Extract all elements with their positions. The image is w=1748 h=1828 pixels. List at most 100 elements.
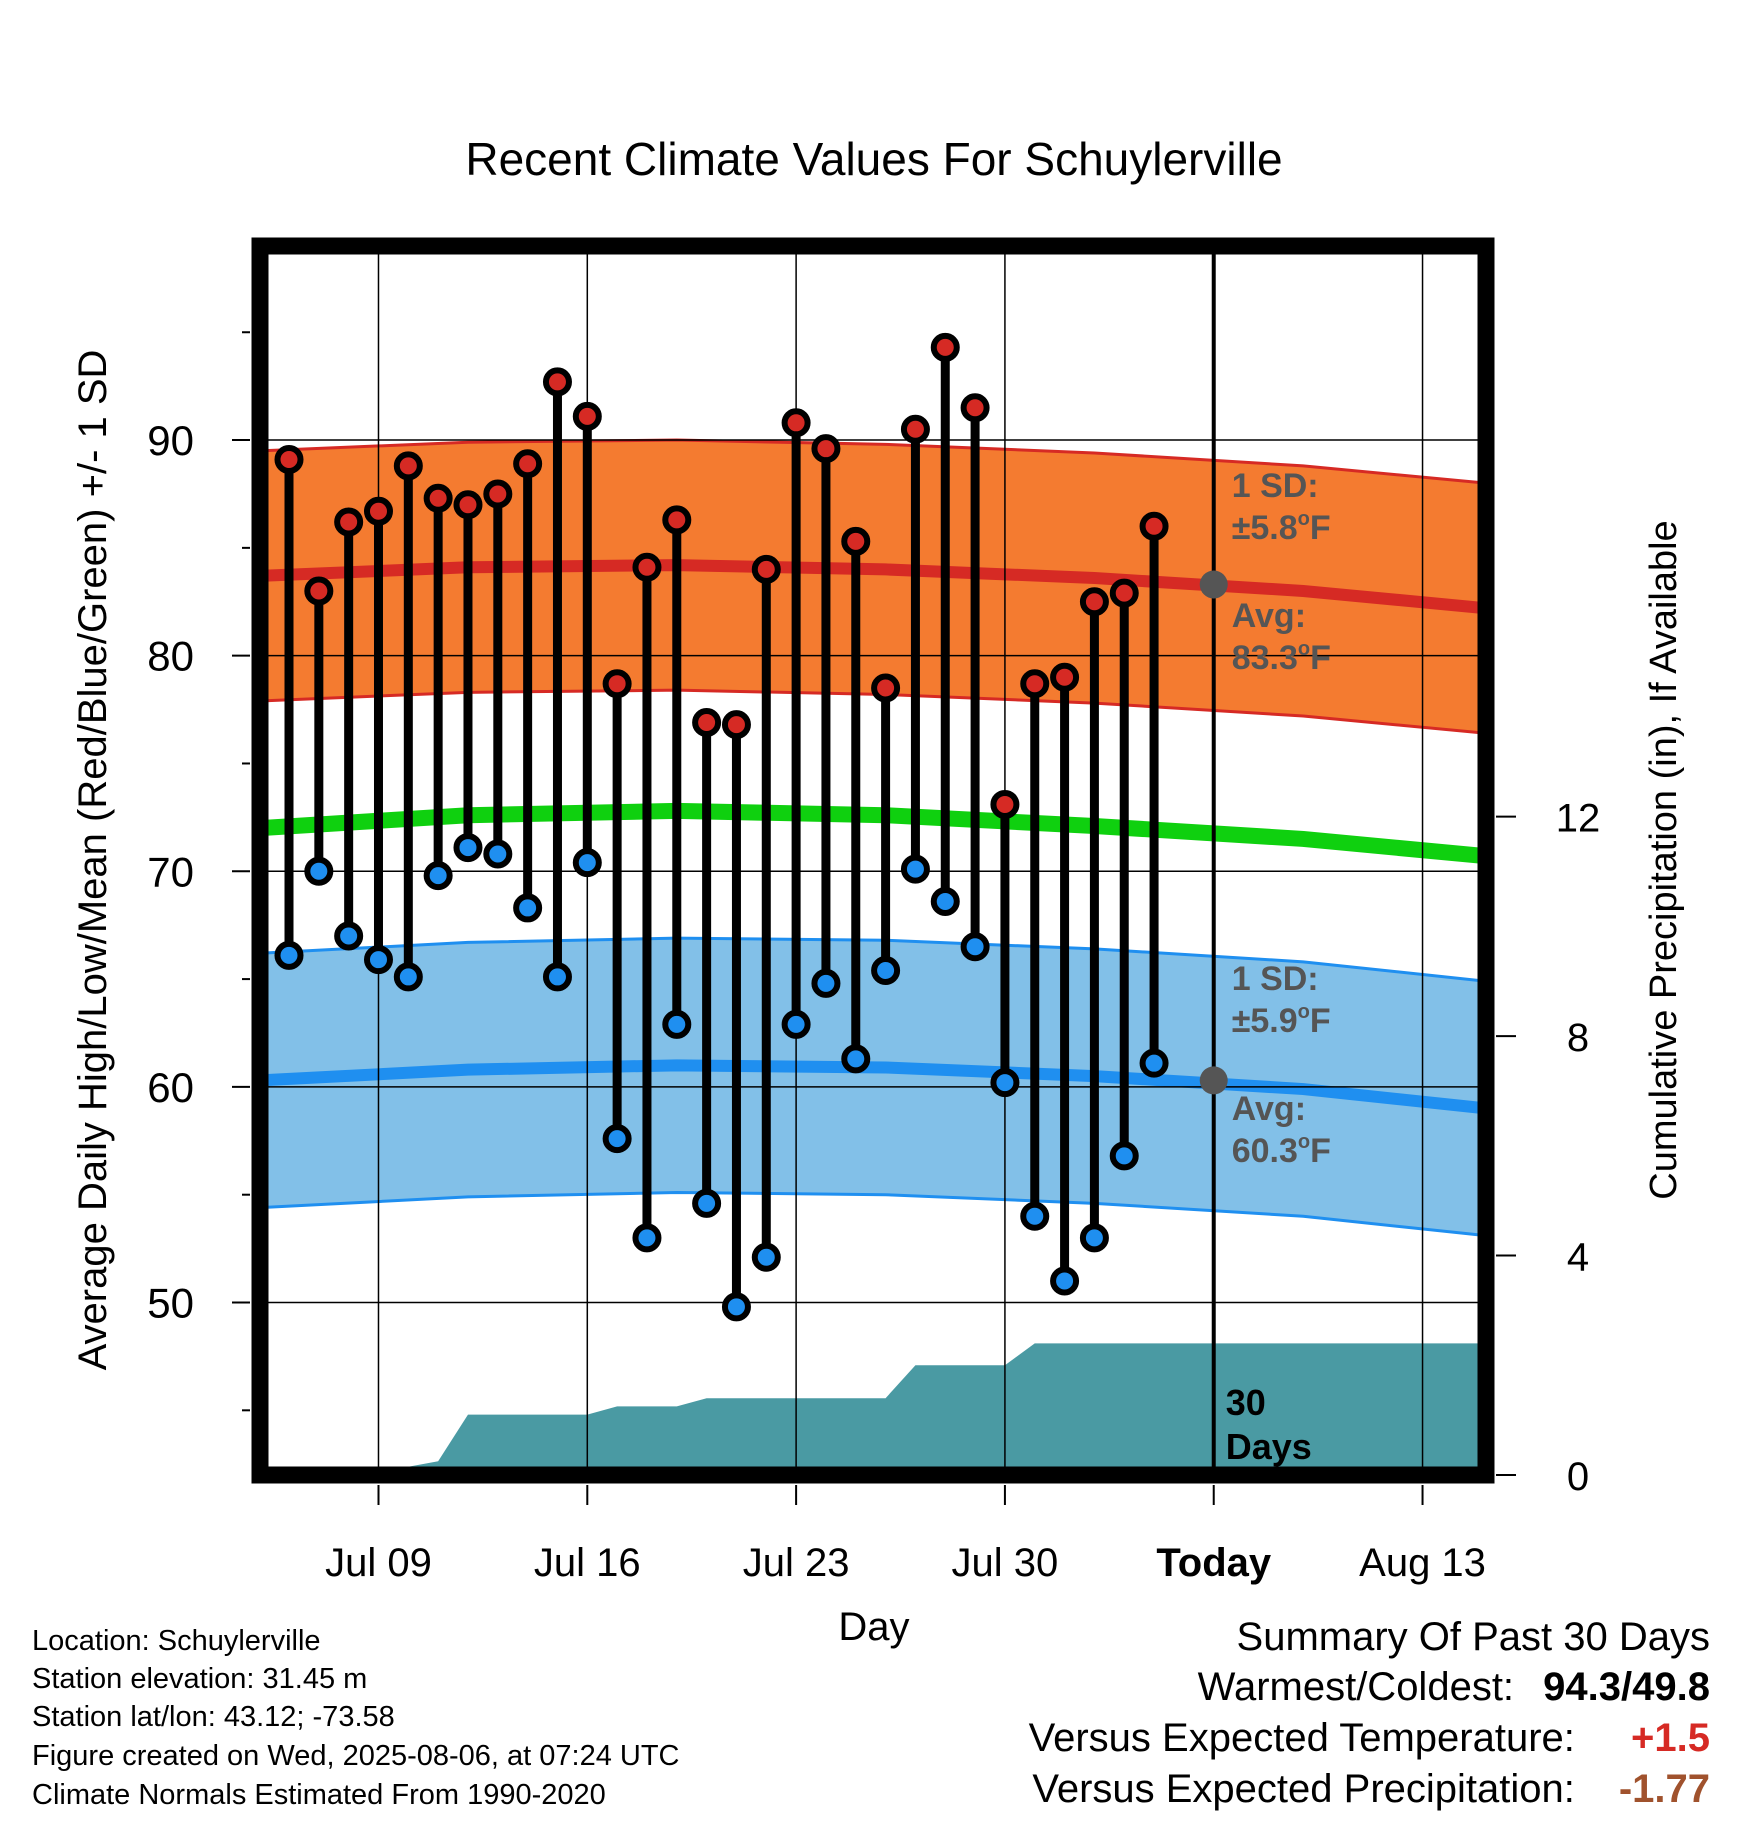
summary-title: Summary Of Past 30 Days (1236, 1615, 1710, 1659)
daily-high-point (393, 451, 423, 481)
today-low-avg-marker (1199, 1066, 1228, 1095)
daily-high-point (602, 669, 632, 699)
y2-tick-label: 0 (1567, 1455, 1589, 1499)
daily-high-point (1020, 669, 1050, 699)
y-tick-label: 50 (147, 1280, 194, 1327)
x-tick-label: Today (1156, 1541, 1272, 1585)
daily-high-point (960, 393, 990, 423)
high-avg-annotation-unit: F (1310, 639, 1331, 677)
high-avg-annotation: 83.3oF (1232, 638, 1331, 677)
daily-low-point (602, 1124, 632, 1154)
daily-high-point (781, 408, 811, 438)
high-sd-annotation: ±5.8oF (1232, 508, 1331, 547)
plot-frame (251, 237, 1495, 1484)
daily-low-point (334, 921, 364, 951)
low-avg-annotation-degree: o (1298, 1131, 1310, 1153)
info-location: Location: Schuylerville (32, 1625, 321, 1657)
high-sd-band (260, 440, 1486, 734)
summary-precip-label: Versus Expected Precipitation: (1032, 1767, 1575, 1811)
daily-high-point (1109, 578, 1139, 608)
x-axis-label: Day (838, 1605, 909, 1649)
daily-low-point (304, 856, 334, 886)
daily-high-point (990, 789, 1020, 819)
daily-low-point (1050, 1266, 1080, 1296)
precip-area (260, 1343, 1486, 1475)
daily-high-point (304, 576, 334, 606)
x-tick-label: Jul 30 (952, 1541, 1059, 1585)
daily-high-point (423, 483, 453, 513)
daily-high-point (662, 505, 692, 535)
high-sd-annotation: 1 SD: (1232, 467, 1319, 505)
daily-high-point (632, 552, 662, 582)
high-avg-annotation: Avg: (1232, 597, 1306, 635)
y-axis-label: Average Daily High/Low/Mean (Red/Blue/Gr… (71, 350, 115, 1371)
daily-low-point (274, 940, 304, 970)
high-sd-annotation-degree: o (1298, 508, 1310, 530)
daily-low-point (363, 945, 393, 975)
daily-low-point (632, 1223, 662, 1253)
info-normals: Climate Normals Estimated From 1990-2020 (32, 1779, 606, 1811)
daily-low-point (1139, 1048, 1169, 1078)
daily-low-point (930, 886, 960, 916)
daily-low-point (542, 962, 572, 992)
high-sd-annotation-unit: F (1310, 509, 1331, 547)
daily-low-point (423, 861, 453, 891)
high-avg-annotation-degree: o (1298, 638, 1310, 660)
daily-low-point (721, 1292, 751, 1322)
chart-title: Recent Climate Values For Schuylerville (465, 133, 1282, 185)
daily-high-point (513, 449, 543, 479)
daily-high-point (1050, 662, 1080, 692)
low-avg-annotation-unit: F (1310, 1132, 1331, 1170)
y2-tick-label: 4 (1567, 1236, 1589, 1280)
daily-low-point (513, 893, 543, 923)
high-sd-band-upper-edge (260, 438, 1486, 485)
daily-high-point (334, 507, 364, 537)
y2-tick-label: 12 (1556, 797, 1601, 841)
daily-low-point (960, 932, 990, 962)
daily-high-point (483, 479, 513, 509)
daily-high-point (274, 444, 304, 474)
x-tick-label: Jul 09 (325, 1541, 432, 1585)
daily-low-point (1109, 1141, 1139, 1171)
info-elevation: Station elevation: 31.45 m (32, 1663, 368, 1695)
x-tick-label: Aug 13 (1359, 1541, 1486, 1585)
daily-low-point (781, 1009, 811, 1039)
summary-warmest-coldest: Warmest/Coldest: 94.3/49.8 (1198, 1665, 1710, 1710)
info-latlon: Station lat/lon: 43.12; -73.58 (32, 1701, 395, 1733)
daily-low-point (751, 1242, 781, 1272)
low-sd-annotation: ±5.9oF (1232, 1001, 1331, 1040)
precip-period-label: 30 (1226, 1382, 1266, 1423)
daily-high-point (1079, 587, 1109, 617)
daily-low-point (483, 839, 513, 869)
daily-low-point (662, 1009, 692, 1039)
daily-high-point (1139, 511, 1169, 541)
today-high-avg-marker (1199, 570, 1228, 599)
daily-high-point (900, 414, 930, 444)
y2-tick-label: 8 (1567, 1016, 1589, 1060)
low-sd-band-lower-edge (260, 1191, 1486, 1238)
daily-low-point (572, 848, 602, 878)
daily-low-point (900, 854, 930, 884)
summary-temperature: Versus Expected Temperature: +1.5 (1029, 1716, 1710, 1761)
low-avg-annotation: 60.3oF (1232, 1131, 1331, 1170)
daily-low-point (1020, 1201, 1050, 1231)
daily-low-point (841, 1044, 871, 1074)
daily-high-point (542, 367, 572, 397)
y-tick-label: 90 (147, 417, 194, 464)
daily-low-point (692, 1188, 722, 1218)
daily-high-point (871, 673, 901, 703)
precip-period-label: Days (1226, 1426, 1312, 1467)
summary-warm-value: 94.3/49.8 (1543, 1665, 1710, 1709)
daily-high-point (721, 710, 751, 740)
daily-low-point (453, 833, 483, 863)
y-tick-label: 70 (147, 848, 194, 895)
daily-high-point (453, 490, 483, 520)
low-avg-annotation: Avg: (1232, 1090, 1306, 1128)
y-tick-label: 60 (147, 1064, 194, 1111)
daily-high-point (811, 434, 841, 464)
daily-high-point (751, 554, 781, 584)
daily-low-point (990, 1068, 1020, 1098)
daily-low-point (871, 955, 901, 985)
